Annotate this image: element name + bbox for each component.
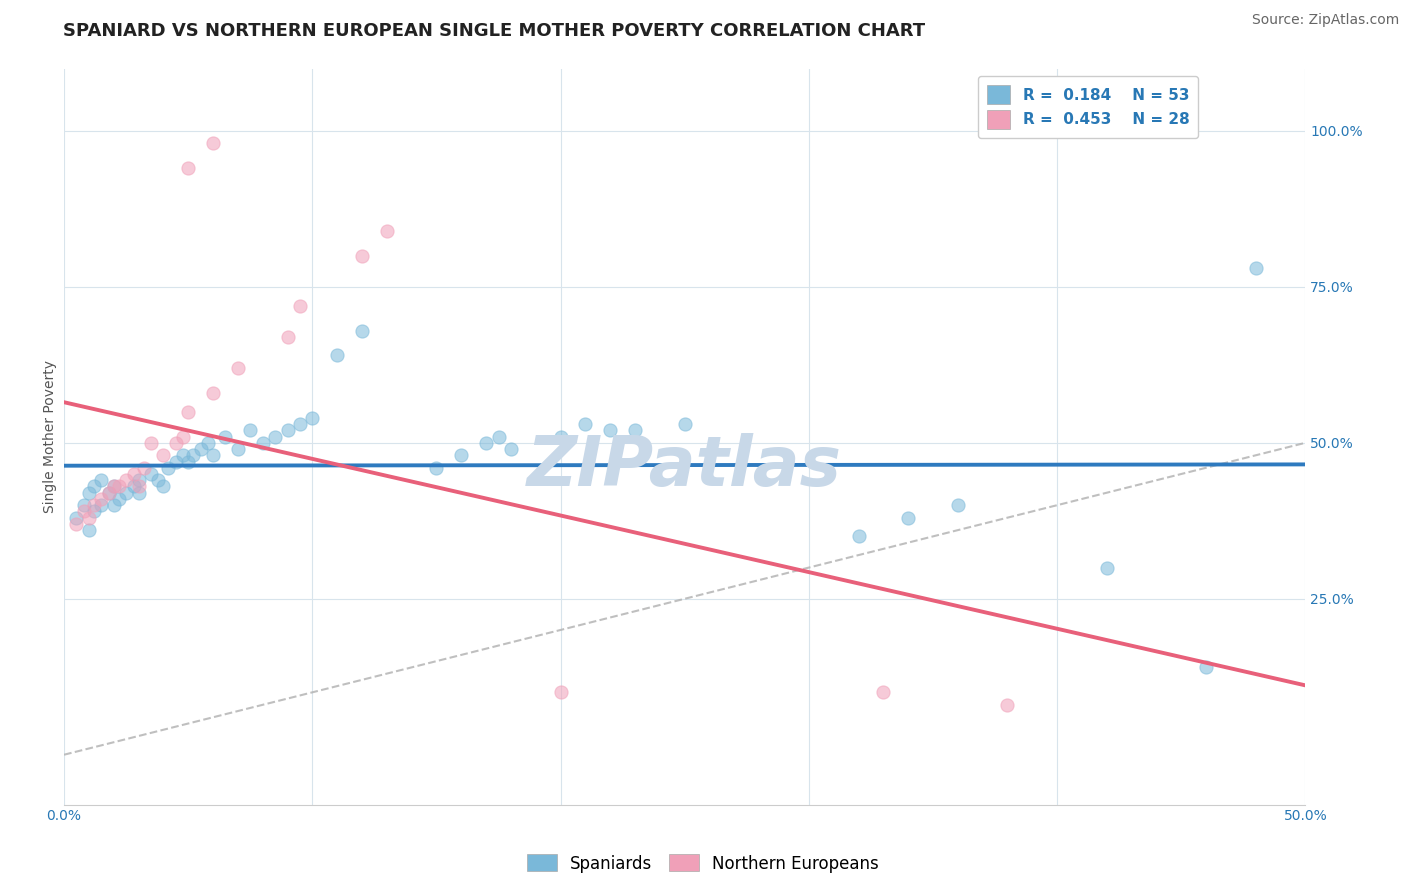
Text: SPANIARD VS NORTHERN EUROPEAN SINGLE MOTHER POVERTY CORRELATION CHART: SPANIARD VS NORTHERN EUROPEAN SINGLE MOT…	[63, 22, 925, 40]
Point	[252, 435, 274, 450]
Point	[157, 460, 180, 475]
Point	[115, 473, 138, 487]
Point	[202, 385, 225, 400]
Point	[450, 448, 472, 462]
Point	[97, 485, 120, 500]
Point	[276, 330, 298, 344]
Point	[1195, 660, 1218, 674]
Point	[172, 448, 194, 462]
Point	[139, 467, 162, 481]
Point	[239, 423, 262, 437]
Point	[97, 485, 120, 500]
Point	[350, 249, 373, 263]
Point	[624, 423, 647, 437]
Point	[128, 485, 150, 500]
Point	[83, 504, 105, 518]
Point	[90, 498, 112, 512]
Legend: Spaniards, Northern Europeans: Spaniards, Northern Europeans	[520, 847, 886, 880]
Point	[550, 429, 572, 443]
Point	[897, 510, 920, 524]
Point	[499, 442, 522, 456]
Point	[77, 485, 100, 500]
Point	[65, 510, 87, 524]
Point	[488, 429, 510, 443]
Point	[77, 510, 100, 524]
Point	[550, 685, 572, 699]
Point	[599, 423, 621, 437]
Point	[165, 454, 187, 468]
Point	[288, 299, 311, 313]
Point	[1095, 560, 1118, 574]
Point	[172, 429, 194, 443]
Point	[139, 435, 162, 450]
Point	[350, 324, 373, 338]
Point	[83, 479, 105, 493]
Point	[65, 516, 87, 531]
Point	[288, 417, 311, 431]
Point	[132, 460, 155, 475]
Point	[190, 442, 212, 456]
Point	[177, 404, 200, 418]
Point	[103, 498, 125, 512]
Point	[226, 442, 249, 456]
Point	[83, 498, 105, 512]
Point	[107, 491, 129, 506]
Point	[326, 349, 349, 363]
Point	[152, 448, 174, 462]
Point	[128, 473, 150, 487]
Point	[197, 435, 219, 450]
Text: ZIPatlas: ZIPatlas	[527, 433, 842, 500]
Point	[946, 498, 969, 512]
Point	[1244, 261, 1267, 276]
Point	[73, 504, 96, 518]
Point	[301, 410, 323, 425]
Point	[425, 460, 447, 475]
Point	[202, 448, 225, 462]
Point	[122, 467, 145, 481]
Point	[202, 136, 225, 151]
Point	[177, 161, 200, 176]
Point	[90, 473, 112, 487]
Point	[872, 685, 894, 699]
Y-axis label: Single Mother Poverty: Single Mother Poverty	[44, 360, 58, 513]
Legend: R =  0.184    N = 53, R =  0.453    N = 28: R = 0.184 N = 53, R = 0.453 N = 28	[979, 76, 1198, 138]
Point	[122, 479, 145, 493]
Point	[90, 491, 112, 506]
Point	[574, 417, 596, 431]
Point	[214, 429, 236, 443]
Point	[848, 529, 870, 543]
Point	[103, 479, 125, 493]
Point	[103, 479, 125, 493]
Point	[77, 523, 100, 537]
Point	[165, 435, 187, 450]
Point	[181, 448, 204, 462]
Point	[152, 479, 174, 493]
Point	[148, 473, 170, 487]
Point	[673, 417, 696, 431]
Point	[264, 429, 287, 443]
Text: Source: ZipAtlas.com: Source: ZipAtlas.com	[1251, 13, 1399, 28]
Point	[73, 498, 96, 512]
Point	[107, 479, 129, 493]
Point	[475, 435, 498, 450]
Point	[276, 423, 298, 437]
Point	[115, 485, 138, 500]
Point	[177, 454, 200, 468]
Point	[997, 698, 1019, 712]
Point	[375, 224, 398, 238]
Point	[226, 361, 249, 376]
Point	[128, 479, 150, 493]
